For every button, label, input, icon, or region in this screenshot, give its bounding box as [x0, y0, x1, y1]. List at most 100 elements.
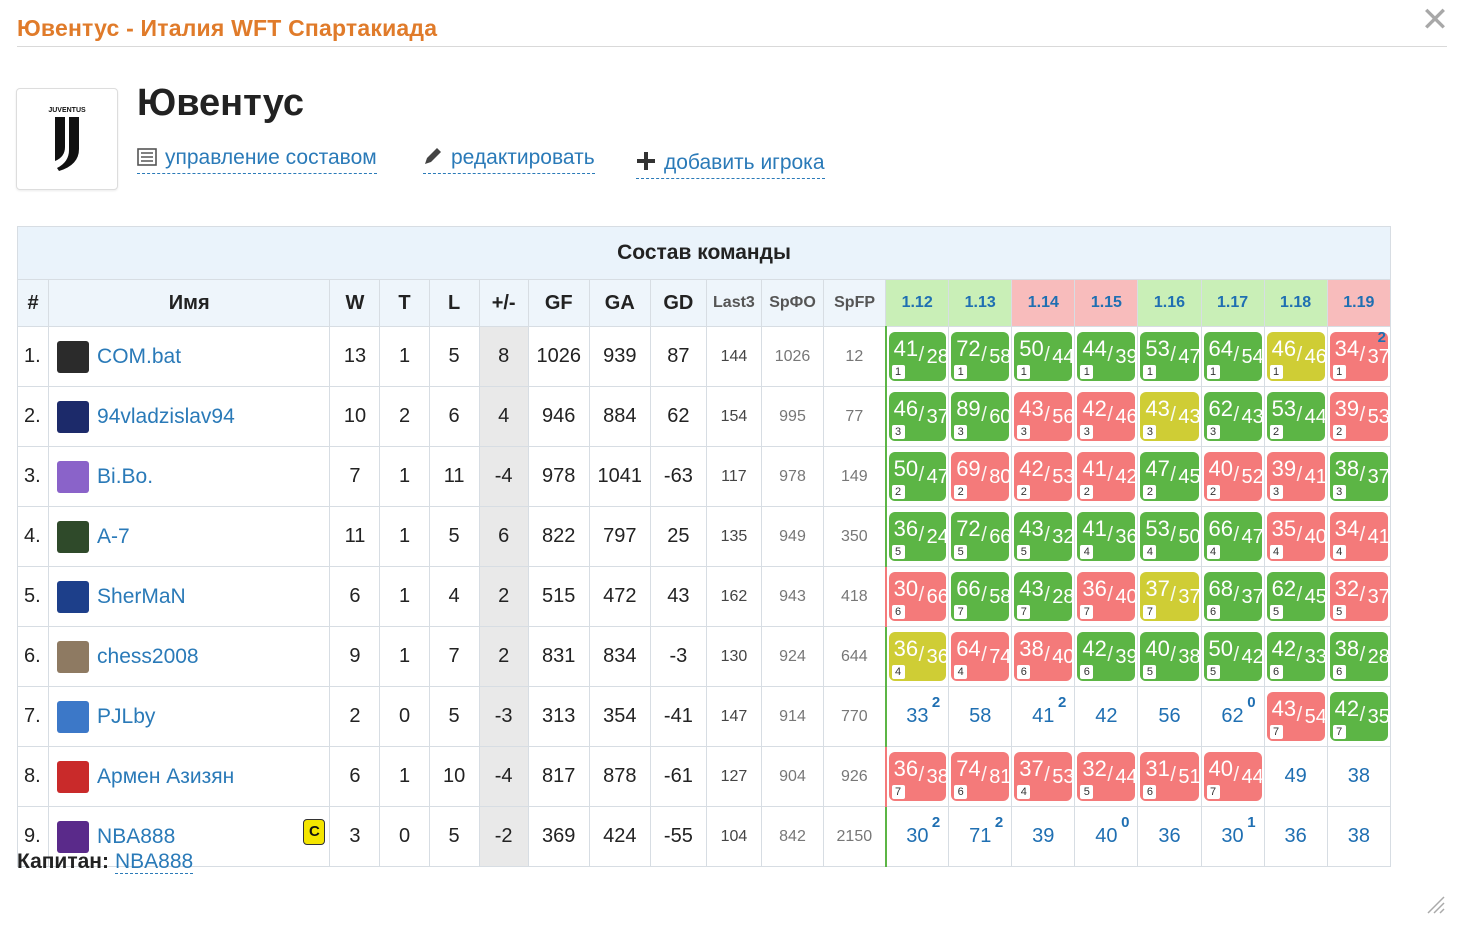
tour-score-cell[interactable]: 35/40 4 [1263, 506, 1328, 567]
resize-grip-icon[interactable] [1424, 893, 1446, 915]
col-tour[interactable]: 1.12 [885, 279, 950, 327]
tour-score-cell[interactable]: 41/36 4 [1074, 506, 1139, 567]
tour-score-cell[interactable]: 38/37 3 [1326, 446, 1392, 507]
tour-score-cell[interactable]: 39 [1011, 806, 1076, 867]
manage-roster-link[interactable]: управление составом [137, 145, 377, 174]
tour-score-cell[interactable]: 50/47 2 [884, 446, 950, 507]
tour-score-cell[interactable]: 43/56 3 [1011, 386, 1076, 447]
tour-score-cell[interactable]: 46/46 1 [1263, 326, 1328, 387]
tour-score-cell[interactable]: 47/45 2 [1137, 446, 1202, 507]
tour-score-cell[interactable]: 72/66 5 [948, 506, 1013, 567]
tour-score-cell[interactable]: 58 [948, 686, 1013, 747]
tour-score-cell[interactable]: 53/47 1 [1137, 326, 1202, 387]
tour-score-cell[interactable]: 46/37 3 [884, 386, 950, 447]
tour-score-cell[interactable]: 30/66 6 [884, 566, 950, 627]
tour-score-cell[interactable]: 40 0 [1074, 806, 1139, 867]
tour-score-cell[interactable]: 34/37 1 2 [1326, 326, 1392, 387]
tour-score-cell[interactable]: 69/80 2 [948, 446, 1013, 507]
tour-score-cell[interactable]: 38 [1326, 746, 1392, 807]
add-player-link[interactable]: добавить игрока [636, 150, 825, 179]
col-srfo[interactable]: SрФО [760, 279, 825, 327]
tour-score-cell[interactable]: 41 2 [1011, 686, 1076, 747]
tour-score-cell[interactable]: 53/44 2 [1263, 386, 1328, 447]
tour-score-cell[interactable]: 36/40 7 [1074, 566, 1139, 627]
player-name-link[interactable]: COM.bat [97, 344, 182, 368]
close-button[interactable]: ✕ [1420, 1, 1450, 39]
tour-score-cell[interactable]: 64/54 1 [1200, 326, 1265, 387]
tour-score-cell[interactable]: 89/60 3 [948, 386, 1013, 447]
col-tour[interactable]: 1.18 [1263, 279, 1328, 327]
tour-score-cell[interactable]: 36/38 7 [884, 746, 950, 807]
tour-score-cell[interactable]: 71 2 [948, 806, 1013, 867]
tour-score-cell[interactable]: 30 1 [1200, 806, 1265, 867]
tour-score-cell[interactable]: 64/74 4 [948, 626, 1013, 687]
tour-score-cell[interactable]: 38/28 6 [1326, 626, 1392, 687]
tour-score-cell[interactable]: 42/33 6 [1263, 626, 1328, 687]
player-name-link[interactable]: 94vladzislav94 [97, 404, 235, 428]
tour-score-cell[interactable]: 42 [1074, 686, 1139, 747]
col-w[interactable]: W [329, 279, 381, 327]
tour-score-cell[interactable]: 36/36 4 [884, 626, 950, 687]
tour-score-cell[interactable]: 36 [1137, 806, 1202, 867]
tour-score-cell[interactable]: 41/28 1 [884, 326, 950, 387]
tour-score-cell[interactable]: 62/45 5 [1263, 566, 1328, 627]
tour-score-cell[interactable]: 66/47 4 [1200, 506, 1265, 567]
player-name-link[interactable]: Армен Азизян [97, 764, 235, 788]
col-last3[interactable]: Last3 [705, 279, 762, 327]
player-name-link[interactable]: Bi.Bo. [97, 464, 154, 488]
tour-score-cell[interactable]: 43/28 7 [1011, 566, 1076, 627]
tour-score-cell[interactable]: 32/37 5 [1326, 566, 1392, 627]
tour-score-cell[interactable]: 36 [1263, 806, 1328, 867]
tour-score-cell[interactable]: 72/58 1 [948, 326, 1013, 387]
col-pm[interactable]: +/- [478, 279, 529, 327]
player-name-link[interactable]: PJLby [97, 704, 156, 728]
tour-score-cell[interactable]: 30 2 [884, 806, 950, 867]
tour-score-cell[interactable]: 43/54 7 [1263, 686, 1328, 747]
player-name-link[interactable]: NBA888 [97, 824, 176, 848]
tour-score-cell[interactable]: 41/42 2 [1074, 446, 1139, 507]
tour-score-cell[interactable]: 36/24 5 [884, 506, 950, 567]
col-tour[interactable]: 1.13 [948, 279, 1013, 327]
col-tour[interactable]: 1.15 [1074, 279, 1139, 327]
tour-score-cell[interactable]: 56 [1137, 686, 1202, 747]
tour-score-cell[interactable]: 42/39 6 [1074, 626, 1139, 687]
tour-score-cell[interactable]: 43/43 3 [1137, 386, 1202, 447]
col-t[interactable]: T [379, 279, 430, 327]
col-l[interactable]: L [428, 279, 480, 327]
tour-score-cell[interactable]: 62 0 [1200, 686, 1265, 747]
tour-score-cell[interactable]: 31/51 6 [1137, 746, 1202, 807]
tour-score-cell[interactable]: 44/39 1 [1074, 326, 1139, 387]
tour-score-cell[interactable]: 37/53 4 [1011, 746, 1076, 807]
tour-score-cell[interactable]: 66/58 7 [948, 566, 1013, 627]
col-tour[interactable]: 1.19 [1326, 279, 1392, 327]
col-tour[interactable]: 1.17 [1200, 279, 1265, 327]
tour-score-cell[interactable]: 39/53 2 [1326, 386, 1392, 447]
captain-link[interactable]: NBA888 [115, 850, 194, 874]
tour-score-cell[interactable]: 74/81 6 [948, 746, 1013, 807]
tour-score-cell[interactable]: 49 [1263, 746, 1328, 807]
tour-score-cell[interactable]: 37/37 7 [1137, 566, 1202, 627]
col-gf[interactable]: GF [527, 279, 590, 327]
tour-score-cell[interactable]: 32/44 5 [1074, 746, 1139, 807]
tour-score-cell[interactable]: 39/41 3 [1263, 446, 1328, 507]
tour-score-cell[interactable]: 33 2 [884, 686, 950, 747]
player-name-link[interactable]: chess2008 [97, 644, 199, 668]
tour-score-cell[interactable]: 50/44 1 [1011, 326, 1076, 387]
tour-score-cell[interactable]: 40/44 7 [1200, 746, 1265, 807]
tour-score-cell[interactable]: 53/50 4 [1137, 506, 1202, 567]
col-name[interactable]: Имя [48, 279, 331, 327]
tour-score-cell[interactable]: 42/46 3 [1074, 386, 1139, 447]
tour-score-cell[interactable]: 42/53 2 [1011, 446, 1076, 507]
tour-score-cell[interactable]: 43/32 5 [1011, 506, 1076, 567]
tour-score-cell[interactable]: 38 [1326, 806, 1392, 867]
tour-score-cell[interactable]: 34/41 4 [1326, 506, 1392, 567]
col-tour[interactable]: 1.16 [1137, 279, 1202, 327]
tour-score-cell[interactable]: 40/38 5 [1137, 626, 1202, 687]
tour-score-cell[interactable]: 62/43 3 [1200, 386, 1265, 447]
player-name-link[interactable]: A-7 [97, 524, 130, 548]
tour-score-cell[interactable]: 38/40 6 [1011, 626, 1076, 687]
col-spfp[interactable]: SpFP [823, 279, 887, 327]
tour-score-cell[interactable]: 40/52 2 [1200, 446, 1265, 507]
tour-score-cell[interactable]: 68/37 6 [1200, 566, 1265, 627]
tour-score-cell[interactable]: 50/42 5 [1200, 626, 1265, 687]
